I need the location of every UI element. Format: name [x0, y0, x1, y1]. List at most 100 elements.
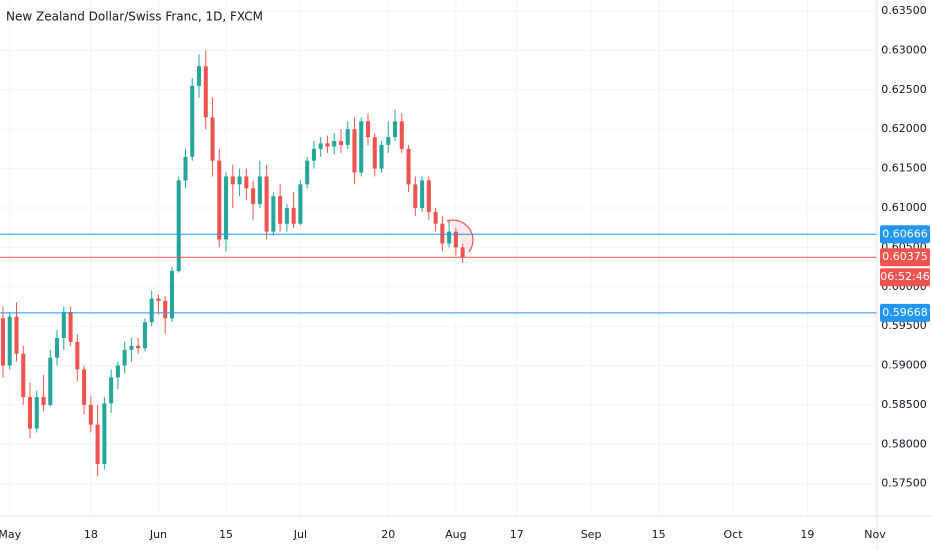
y-tick-label: 0.58500	[881, 398, 927, 411]
y-tick-label: 0.63000	[881, 43, 927, 56]
candle-body	[318, 143, 323, 149]
candle-body	[284, 207, 289, 224]
candle-body	[183, 156, 188, 181]
x-tick-label: 20	[381, 528, 395, 541]
candle-body	[332, 141, 337, 147]
candle-body	[406, 148, 411, 185]
candle-body	[48, 357, 53, 405]
candle-body	[257, 176, 262, 205]
candle-body	[169, 270, 174, 319]
candle-body	[27, 397, 33, 429]
candle-body	[447, 231, 452, 244]
candle-body	[413, 184, 418, 208]
y-tick-label: 0.63500	[881, 4, 927, 17]
candle-body	[136, 345, 141, 349]
candle-body	[196, 66, 202, 86]
candle-body	[34, 397, 39, 429]
candle-body	[291, 207, 296, 224]
candle-body	[115, 365, 120, 378]
candle-body	[365, 121, 371, 138]
y-tick-label: 0.61000	[881, 201, 927, 214]
candle-body	[224, 176, 229, 240]
candle-body	[325, 143, 330, 147]
x-tick-label: 15	[652, 528, 666, 541]
candle-body	[7, 316, 12, 366]
candle-body	[68, 311, 73, 342]
y-tick-label: 0.62500	[881, 83, 927, 96]
x-tick-label: Jul	[293, 528, 307, 541]
candle-body	[203, 66, 208, 118]
grid	[0, 0, 877, 516]
chart-title: New Zealand Dollar/Swiss Franc, 1D, FXCM	[6, 10, 263, 24]
candle-body	[440, 223, 445, 244]
candle-body	[251, 188, 256, 205]
candle-body	[298, 184, 303, 224]
y-tick-label: 0.62000	[881, 122, 927, 135]
candle-body	[305, 160, 310, 185]
candle-body	[122, 349, 127, 366]
y-tick-label: 0.59500	[881, 319, 927, 332]
x-tick-label: Oct	[724, 528, 744, 541]
candle-body	[163, 300, 168, 319]
candle-body	[399, 121, 404, 149]
candle-body	[237, 176, 242, 185]
candle-body	[271, 196, 276, 232]
candle-body	[338, 141, 343, 145]
x-tick-label: 18	[84, 528, 98, 541]
candle-body	[21, 353, 26, 398]
drawing-arc	[446, 219, 474, 253]
y-tick-label: 0.61500	[881, 162, 927, 175]
candle-body	[75, 341, 80, 370]
candle-body	[386, 137, 391, 145]
countdown-tag	[880, 268, 930, 287]
candle-body	[88, 404, 93, 425]
price-level-label: 0.60666	[882, 227, 928, 240]
x-tick-label: Aug	[445, 528, 466, 541]
candle-body	[426, 180, 431, 212]
candle-body	[82, 369, 87, 405]
candle-body	[41, 397, 46, 405]
candle-body	[142, 322, 147, 349]
candle-body	[176, 180, 181, 271]
price-level-label: 0.59668	[882, 306, 928, 319]
x-tick-label: Nov	[864, 528, 886, 541]
candle-body	[264, 176, 269, 232]
candle-body	[244, 176, 249, 189]
candle-body	[217, 160, 222, 240]
candle-body	[345, 129, 350, 145]
y-tick-label: 0.59000	[881, 359, 927, 372]
x-tick-label: Jun	[149, 528, 167, 541]
price-level-tag	[880, 303, 930, 322]
candle-body	[433, 211, 438, 224]
candle-body	[55, 337, 60, 358]
candle-body	[393, 121, 398, 138]
candle-body	[460, 247, 465, 258]
y-tick-label: 0.58000	[881, 437, 927, 450]
price-labels: 0.60666 0.60375 0.59668 06:52:46	[880, 225, 930, 322]
candle-body	[359, 121, 364, 173]
candle-body	[95, 424, 100, 465]
candle-body	[149, 298, 154, 323]
candle-body	[379, 144, 384, 169]
candle-body	[420, 180, 425, 208]
candle-body	[230, 176, 235, 185]
y-tick-label: 0.57500	[881, 477, 927, 490]
price-level-tag	[880, 225, 930, 244]
candle-body	[0, 318, 6, 366]
candle-body	[156, 298, 161, 301]
candle-body	[14, 316, 19, 354]
candle-body	[129, 345, 134, 350]
price-level-label: 0.60375	[882, 250, 928, 263]
candle-body	[102, 403, 107, 465]
candle-body	[109, 377, 114, 404]
plot-area	[0, 50, 877, 476]
candle-body	[352, 129, 357, 173]
countdown-label: 06:52:46	[880, 270, 929, 283]
candle-body	[372, 137, 377, 169]
candle-body	[453, 231, 458, 248]
x-tick-label: Sep	[581, 528, 602, 541]
candle-body	[61, 311, 66, 338]
x-tick-label: 17	[510, 528, 524, 541]
